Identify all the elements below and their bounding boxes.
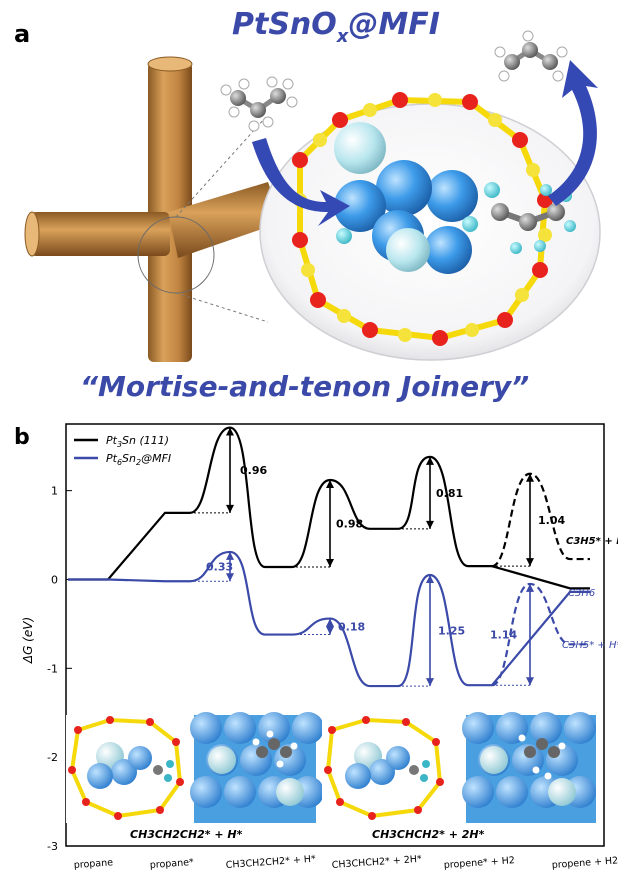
x-axis-label: propane — [73, 857, 113, 871]
series-product-1 — [491, 590, 590, 686]
x-axis-label: propene* + H2 — [443, 855, 515, 871]
barrier-value-label: 0.98 — [336, 518, 363, 531]
barrier-value-label: 1.04 — [538, 514, 565, 527]
series-product-0 — [491, 565, 590, 590]
panel-a-caption: “Mortise-and-tenon Joinery” — [80, 370, 529, 403]
barrier-value-label: 1.25 — [438, 625, 465, 638]
x-axis-label: CH3CH2CH2* + H* — [225, 854, 316, 871]
barrier-value-label: 1.14 — [490, 629, 517, 642]
end-label-pt3sn-c3h5: C3H5* + H* — [566, 536, 618, 547]
inward-arrow — [252, 138, 350, 226]
energy-curves — [68, 426, 590, 688]
barrier-arrowhead-down — [326, 626, 334, 635]
series-line-0 — [68, 426, 492, 581]
barrier-value-label: 0.96 — [240, 464, 267, 477]
y-axis-label: ΔG (eV) — [21, 617, 35, 664]
structure-insets: CH3CH2CH2* + H* CH3CHCH2* + 2H* — [66, 712, 596, 841]
barrier-arrowhead-up — [526, 473, 534, 482]
barrier-arrowhead-up — [226, 427, 234, 436]
end-label-c3h6: C3H6 — [568, 588, 595, 599]
series-line-1 — [68, 550, 492, 688]
panel-a-label: a — [14, 20, 30, 48]
legend: Pt3Sn (111) Pt6Sn2@MFI — [74, 434, 171, 467]
panel-b-label: b — [14, 425, 30, 450]
inset-surface-2 — [462, 712, 596, 823]
panel-a: a PtSnOx@MFI — [0, 0, 618, 410]
propane-molecule — [220, 76, 298, 132]
barrier-arrowhead-up — [426, 575, 434, 584]
panel-b: b Pt3Sn (111) Pt6Sn2@MFI ΔG (eV) -3 -2 -1 0… — [0, 410, 618, 878]
x-axis-label: propene + H2 — [551, 855, 618, 871]
plot-frame — [65, 423, 605, 847]
barrier-arrowhead-down — [426, 520, 434, 529]
barrier-arrowhead-down — [226, 573, 234, 582]
outward-arrow — [548, 60, 598, 206]
y-tick-label: 0 — [51, 573, 58, 586]
barrier-arrowhead-down — [526, 558, 534, 567]
legend-label-pt6sn2: Pt6Sn2@MFI — [106, 452, 171, 467]
barrier-arrowhead-up — [526, 583, 534, 592]
wooden-joint-illustration — [24, 56, 282, 362]
barrier-arrowhead-down — [326, 559, 334, 568]
barrier-arrowhead-up — [226, 551, 234, 560]
panel-a-figure: a PtSnOx@MFI — [14, 7, 601, 403]
inset-zeolite-2 — [322, 715, 454, 823]
end-label-mfi-c3h5: C3H5* + H* — [562, 640, 618, 651]
barrier-arrowhead-down — [226, 504, 234, 513]
propene-molecule — [494, 30, 568, 82]
inset-surface-1 — [190, 712, 324, 823]
barrier-arrowhead-up — [326, 479, 334, 488]
barrier-arrowhead-down — [526, 677, 534, 686]
x-axis-labels: propane propane* CH3CH2CH2* + H* CH3CHCH2* … — [73, 854, 618, 871]
inset-caption-2: CH3CHCH2* + 2H* — [372, 828, 485, 841]
y-tick-label: -3 — [47, 840, 58, 853]
y-tick-label: -1 — [47, 662, 58, 675]
x-axis-label: CH3CHCH2* + 2H* — [331, 854, 422, 871]
inset-caption-1: CH3CH2CH2* + H* — [130, 828, 243, 841]
barrier-arrowhead-up — [326, 618, 334, 627]
legend-label-pt3sn: Pt3Sn (111) — [106, 434, 169, 449]
barrier-value-label: 0.33 — [206, 561, 233, 574]
mfi-pore-bubble — [259, 92, 601, 361]
y-tick-label: 1 — [51, 485, 58, 498]
inset-zeolite-1 — [66, 715, 188, 823]
panel-a-title: PtSnOx@MFI — [232, 7, 440, 47]
x-axis-label: propane* — [149, 857, 194, 871]
barrier-value-label: 0.81 — [436, 487, 463, 500]
barrier-arrowhead-down — [426, 678, 434, 687]
barrier-value-label: 0.18 — [338, 621, 365, 634]
y-tick-label: -2 — [47, 751, 58, 764]
barrier-arrowhead-up — [426, 456, 434, 465]
energy-profile-chart: b Pt3Sn (111) Pt6Sn2@MFI ΔG (eV) -3 -2 -1 0… — [14, 423, 618, 871]
barrier-annotations: 0.96 0.98 0.81 1.04 0.33 0.18 1.25 1.14 — [190, 427, 565, 687]
